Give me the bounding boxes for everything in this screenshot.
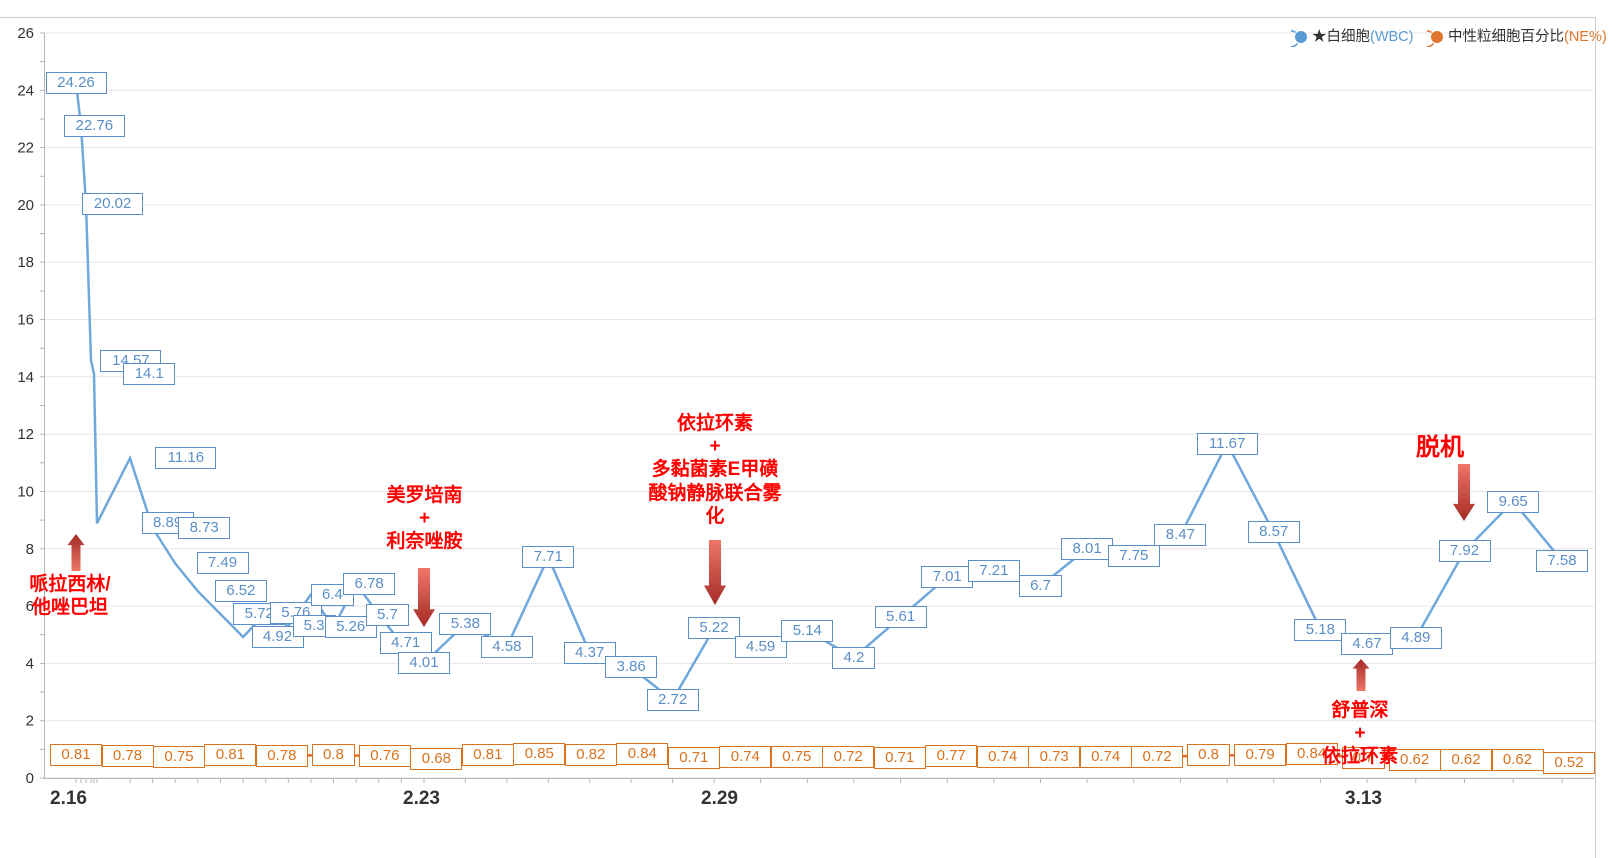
- svg-text:8: 8: [26, 541, 34, 558]
- svg-text:0: 0: [26, 770, 34, 787]
- svg-text:12: 12: [17, 426, 34, 443]
- svg-text:18: 18: [17, 254, 34, 271]
- svg-text:10: 10: [17, 484, 34, 501]
- svg-text:14: 14: [17, 369, 34, 386]
- svg-text:2: 2: [26, 713, 34, 730]
- svg-text:16: 16: [17, 312, 34, 329]
- svg-text:26: 26: [17, 25, 34, 42]
- svg-text:4: 4: [26, 655, 34, 672]
- svg-text:22: 22: [17, 140, 34, 157]
- svg-text:20: 20: [17, 197, 34, 214]
- svg-text:24: 24: [17, 82, 34, 99]
